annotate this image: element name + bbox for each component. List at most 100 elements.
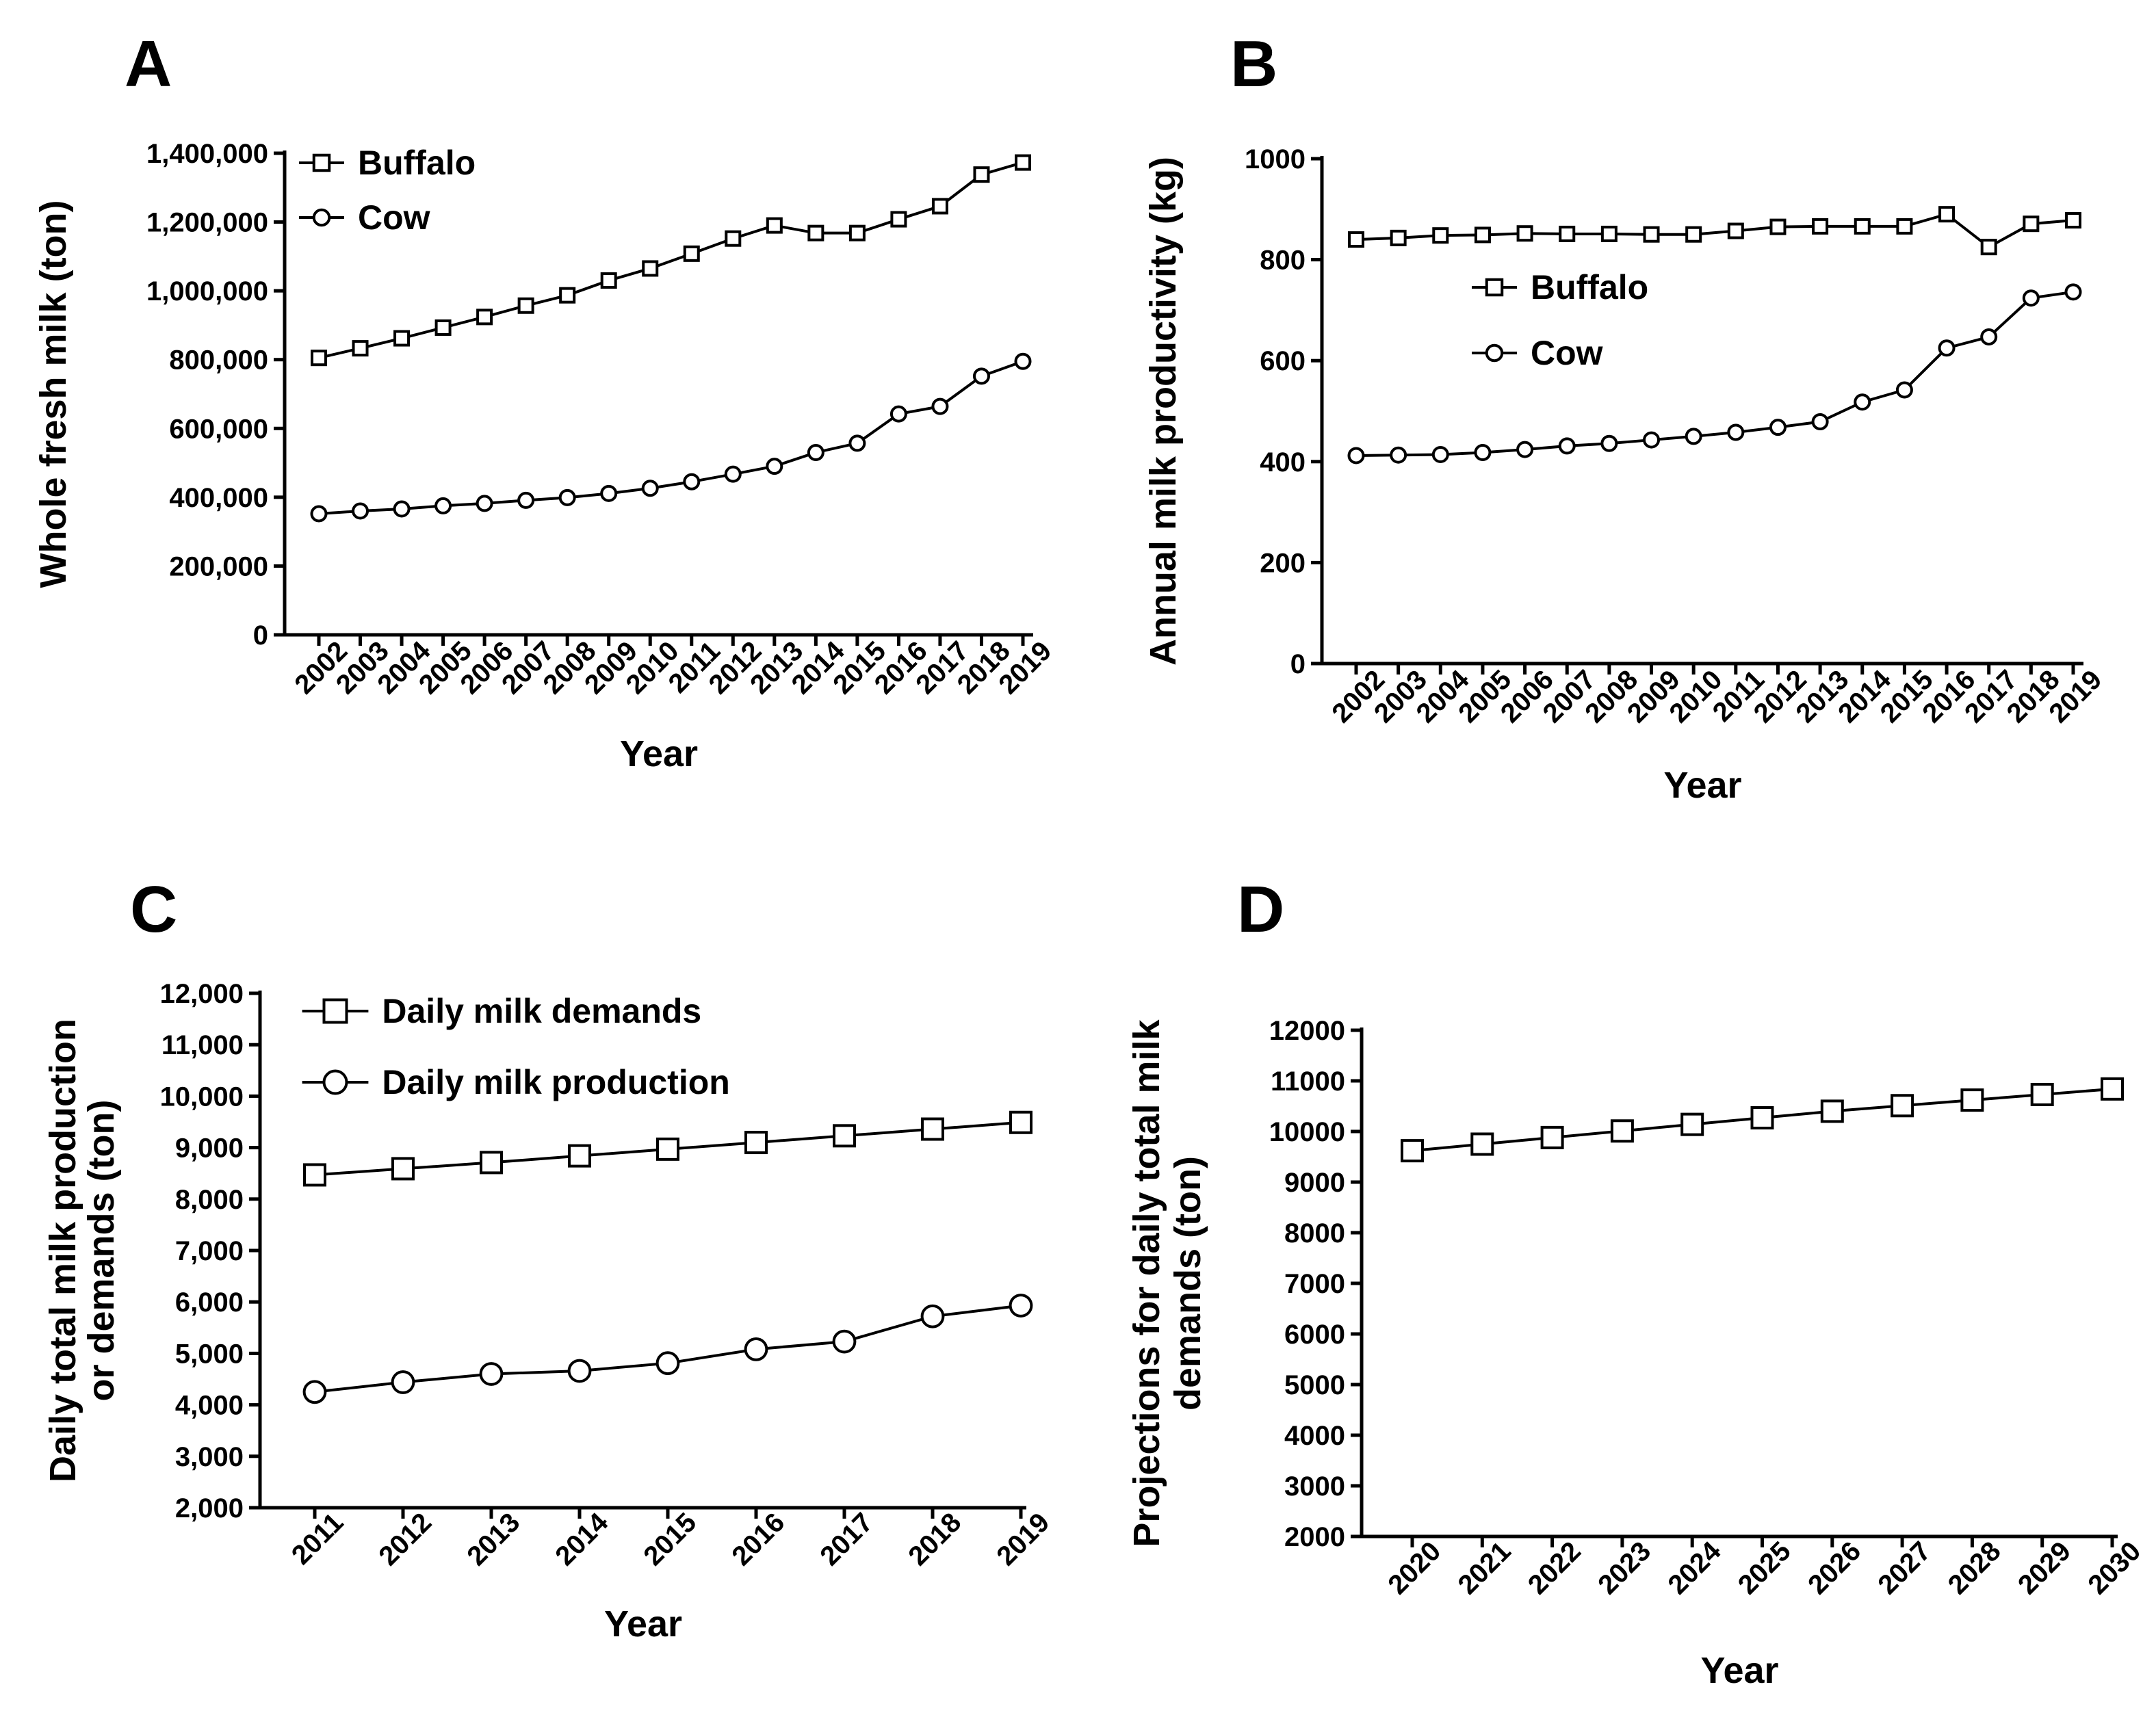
panel-a-data-point (517, 297, 534, 314)
panel-c-legend-marker (322, 1069, 348, 1095)
panel-d-x-tick-label: 2025 (1732, 1536, 1797, 1600)
panel-d-label: D (1237, 873, 1284, 946)
panel-d-y-axis-title: demands (ton) (1167, 1156, 1208, 1411)
panel-b-y-tick-label: 1000 (1245, 144, 1306, 174)
panel-a-legend-label: Buffalo (358, 144, 476, 182)
panel-b-series-line (1355, 290, 2074, 457)
panel-d: D 2000 3000 4000 5000 6000 7000 8000 9000 10000 11… (1126, 873, 2146, 1691)
panel-c-series-line (314, 1304, 1022, 1393)
panel-c-series-square (303, 1110, 1032, 1187)
panel-d-data-point (1820, 1099, 1844, 1123)
panel-d-x-tick-label: 2021 (1453, 1536, 1517, 1600)
panel-c-data-point (1009, 1294, 1033, 1318)
panel-d-y-axis-title: Projections for daily total milk (1126, 1019, 1167, 1547)
panel-c-x-tick-label: 2011 (286, 1507, 349, 1570)
panel-a-data-point (600, 272, 617, 289)
panel-d-y-tick-label: 8000 (1284, 1218, 1345, 1248)
panel-c-data-point (744, 1337, 768, 1361)
panel-a-data-point (766, 458, 783, 475)
panel-b-legend-marker (1485, 343, 1504, 363)
panel-b-data-point (1600, 434, 1618, 452)
panel-c-data-point (567, 1359, 592, 1383)
panel-b-data-point (1980, 328, 1998, 346)
panel-b-series-line (1355, 212, 2074, 249)
panel-a-data-point (973, 166, 990, 183)
panel-d-y-tick-label: 7000 (1284, 1269, 1345, 1299)
panel-c-legend-label: Daily milk production (382, 1063, 729, 1101)
panel-a-series-square (311, 154, 1031, 367)
panel-a-data-point (352, 340, 369, 357)
panel-d-data-point (1540, 1125, 1564, 1149)
panel-a-series-circle (310, 352, 1032, 523)
panel-c-y-tick-label: 12,000 (160, 979, 244, 1009)
panel-a-data-point (641, 480, 659, 497)
panel-a-data-point (889, 405, 907, 423)
panel-c-data-point (302, 1380, 327, 1404)
panel-c-y-tick-label: 4,000 (175, 1391, 244, 1421)
panel-b-data-point (1769, 419, 1787, 436)
panel-c-x-tick-label: 2014 (549, 1507, 614, 1572)
panel-b-data-point (1432, 227, 1449, 244)
panel-c-y-tick-label: 2,000 (175, 1493, 244, 1523)
panel-b-series-circle (1347, 283, 2082, 464)
panel-b-y-tick-label: 800 (1260, 246, 1306, 276)
panel-b-data-point (1895, 381, 1913, 399)
panel-d-x-tick-label: 2026 (1802, 1536, 1867, 1600)
panel-c-y-tick-label: 6,000 (175, 1287, 244, 1318)
panel-d-x-axis-title: Year (1700, 1650, 1778, 1691)
panel-b-data-point (1559, 225, 1576, 242)
panel-d-series-square (1401, 1077, 2124, 1163)
panel-a-y-tick-label: 1,000,000 (146, 276, 268, 306)
panel-b-data-point (1685, 428, 1702, 445)
panel-d-data-point (1470, 1132, 1494, 1156)
panel-b-data-point (1727, 222, 1744, 239)
panel-a-x-axis-title: Year (620, 733, 698, 774)
panel-c-data-point (655, 1351, 680, 1376)
panel-a-data-point (1014, 352, 1032, 370)
panel-c-x-tick-label: 2019 (991, 1507, 1055, 1571)
panel-a: A 0 200,000 400,000 600,000 800,000 1,000,000 1… (33, 27, 1057, 774)
panel-b-legend-label: Buffalo (1531, 268, 1648, 306)
panel-b-data-point (1600, 225, 1618, 242)
panel-c-x-axis-title: Year (604, 1603, 682, 1645)
panel-a-data-point (1015, 154, 1031, 171)
panel-c-x-tick-label: 2013 (461, 1507, 525, 1571)
panel-a-series-line (318, 161, 1024, 360)
panel-c-y-axis-title: or demands (ton) (81, 1100, 122, 1402)
panel-d-y-tick-label: 6000 (1284, 1320, 1345, 1350)
panel-b-data-point (1980, 239, 1997, 256)
panel-a-y-tick-label: 1,400,000 (146, 139, 268, 169)
panel-c-y-tick-label: 7,000 (175, 1236, 244, 1266)
panel-c-y-axis-title: Daily total milk production (42, 1019, 83, 1482)
panel-b-data-point (1390, 229, 1407, 246)
panel-a-y-tick-label: 400,000 (169, 483, 268, 513)
panel-a-data-point (476, 309, 493, 326)
panel-c-y-tick-label: 8,000 (175, 1185, 244, 1215)
panel-a-data-point (766, 217, 783, 234)
panel-c-data-point (303, 1163, 326, 1187)
panel-d-x-tick-label: 2022 (1522, 1536, 1587, 1600)
panel-b-data-point (1516, 441, 1534, 458)
panel-c-y-tick-label: 9,000 (175, 1134, 244, 1164)
panel-b-data-point (1516, 225, 1533, 242)
panel-d-y-tick-label: 12000 (1269, 1016, 1345, 1046)
panel-b-data-point (1812, 218, 1829, 235)
panel-b-series-square (1348, 206, 2081, 256)
panel-b-data-point (2065, 212, 2081, 229)
panel-d-x-tick-label: 2020 (1382, 1536, 1446, 1600)
panel-c-y-tick-label: 11,000 (161, 1030, 244, 1060)
panel-d-y-tick-label: 3000 (1284, 1471, 1345, 1502)
panel-d-data-point (1610, 1119, 1634, 1143)
panel-c-y-tick-label: 10,000 (160, 1082, 244, 1112)
panel-b-data-point (1854, 393, 1871, 411)
panel-c-x-tick-label: 2016 (726, 1507, 790, 1571)
panel-c-data-point (391, 1157, 415, 1181)
panel-c: C 2,000 3,000 4,000 5,000 6,000 7,000 8,000 9,00… (42, 873, 1055, 1645)
panel-d-y-tick-label: 10000 (1269, 1117, 1345, 1147)
panel-a-data-point (683, 245, 700, 262)
panel-a-data-point (724, 465, 742, 483)
panel-d-x-tick-label: 2030 (2082, 1536, 2146, 1600)
panel-a-y-tick-label: 0 (253, 620, 268, 651)
panel-b-legend-label: Cow (1531, 334, 1603, 372)
panel-c-x-tick-label: 2012 (373, 1507, 437, 1571)
